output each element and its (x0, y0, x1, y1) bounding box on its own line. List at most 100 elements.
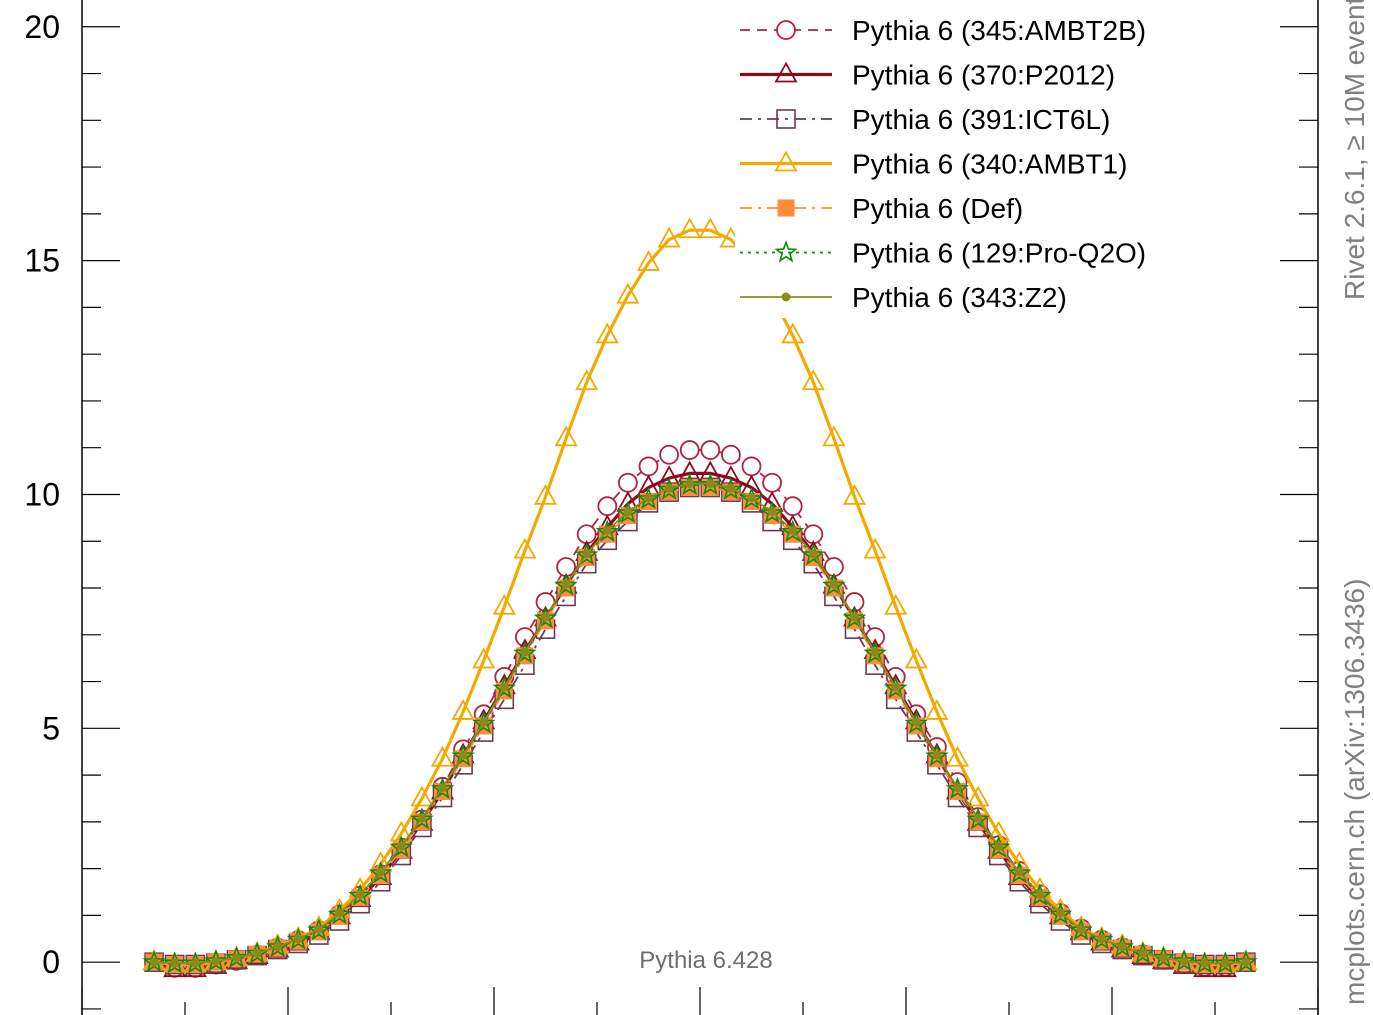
data-point-star (163, 951, 187, 974)
data-point-dot (149, 957, 159, 967)
data-point-dot (1117, 942, 1127, 952)
data-point-dot (1014, 867, 1024, 877)
series-layer (142, 217, 1258, 978)
data-point-triangle (904, 647, 928, 669)
data-point-dot (561, 579, 571, 589)
data-point-triangle (987, 820, 1011, 842)
data-point-circle (741, 456, 762, 477)
data-point-star (987, 835, 1011, 858)
data-point-star (492, 676, 516, 699)
data-point-dot (211, 956, 221, 966)
data-point-dot (1220, 958, 1230, 968)
mcplots-label: mcplots.cern.ch (arXiv:1306.3436) (1339, 579, 1370, 1005)
data-point-dot (252, 948, 262, 958)
data-point-dot (623, 507, 633, 517)
legend-label: Pythia 6 (343:Z2) (852, 282, 1067, 313)
data-point-triangle (774, 150, 798, 172)
data-point-dot (479, 717, 489, 727)
data-point-dot (335, 908, 344, 918)
data-point-triangle (472, 647, 496, 669)
data-point-dot (1159, 953, 1168, 963)
data-point-dot (417, 813, 427, 823)
data-point-dot (1241, 957, 1251, 967)
data-point-star (698, 472, 722, 496)
data-point-triangle (410, 785, 434, 807)
data-point-star (533, 606, 558, 629)
data-point-dot (1200, 958, 1210, 968)
series-6 (149, 479, 1251, 968)
data-point-dot (705, 479, 715, 489)
legend-label: Pythia 6 (345:AMBT2B) (852, 15, 1146, 46)
legend-label: Pythia 6 (370:P2012) (852, 60, 1115, 91)
data-point-circle (638, 456, 659, 477)
data-point-star (966, 807, 990, 830)
data-point-star (945, 776, 970, 800)
data-point-dot (602, 525, 612, 535)
data-point-dot (911, 717, 921, 727)
data-point-triangle (533, 483, 558, 505)
data-point-triangle (863, 537, 887, 559)
data-point-circle (762, 472, 782, 493)
legend-entry-0: Pythia 6 (345:AMBT2B) (740, 15, 1146, 46)
data-point-triangle (636, 250, 661, 271)
data-point-circle (700, 440, 721, 460)
data-point-triangle (884, 593, 908, 615)
legend-label: Pythia 6 (129:Pro-Q2O) (852, 238, 1146, 269)
data-point-star (595, 519, 619, 542)
plot-frame (81, 0, 1319, 1015)
data-point-triangle (966, 785, 990, 807)
data-point-triangle (801, 369, 825, 391)
legend-entry-3: Pythia 6 (340:AMBT1) (740, 149, 1127, 180)
data-point-dot (953, 783, 962, 793)
data-point-star (575, 543, 599, 566)
generator-label: Pythia 6.428 (639, 947, 772, 974)
axis-ticks: 0 5 10 15 20 (24, 9, 1319, 1015)
legend-label: Pythia 6 (391:ICT6L) (852, 104, 1110, 135)
data-point-dot (1179, 956, 1189, 966)
data-point-dot (293, 934, 303, 944)
data-point-star (1213, 951, 1237, 974)
y-tick-label: 5 (42, 710, 60, 746)
data-point-triangle (678, 217, 702, 239)
data-point-star (451, 744, 475, 767)
data-point-triangle (842, 483, 867, 505)
data-point-dot (829, 579, 839, 589)
data-point-dot (1035, 889, 1045, 899)
data-point-dot (458, 750, 468, 760)
data-point-triangle (698, 217, 722, 239)
data-point-star (513, 641, 537, 664)
data-point-star (884, 676, 908, 699)
data-point-dot (870, 647, 880, 657)
data-point-dot (850, 612, 859, 622)
data-point-star (739, 486, 764, 510)
data-point-star (472, 711, 496, 734)
data-point-star (327, 902, 352, 925)
data-point-dot (685, 479, 695, 489)
data-point-dot (644, 493, 653, 503)
y-tick-label: 20 (24, 9, 60, 45)
data-point-star (842, 606, 867, 629)
y-tick-label: 10 (24, 476, 60, 512)
data-point-triangle (822, 425, 846, 447)
data-point-square-filled (777, 199, 795, 217)
data-point-triangle (657, 226, 681, 248)
y-tick-label: 15 (24, 243, 60, 279)
data-point-star (1193, 951, 1217, 974)
data-point-dot (582, 549, 592, 559)
data-point-dot (1076, 924, 1086, 934)
data-point-dot (376, 867, 386, 877)
data-point-dot (781, 292, 791, 302)
data-point-star (801, 543, 825, 566)
rivet-version-label: Rivet 2.6.1, ≥ 10M events (1339, 0, 1370, 300)
data-point-dot (808, 549, 818, 559)
data-point-star (307, 918, 331, 941)
data-point-star (863, 641, 887, 664)
data-point-star (822, 573, 846, 596)
data-point-star (430, 776, 455, 800)
legend: Pythia 6 (345:AMBT2B) Pythia 6 (370:P2012… (740, 15, 1146, 313)
data-point-dot (994, 841, 1004, 851)
data-point-dot (932, 750, 942, 760)
data-point-triangle (781, 322, 805, 344)
legend-entry-1: Pythia 6 (370:P2012) (740, 60, 1115, 91)
data-point-star (1069, 918, 1093, 941)
